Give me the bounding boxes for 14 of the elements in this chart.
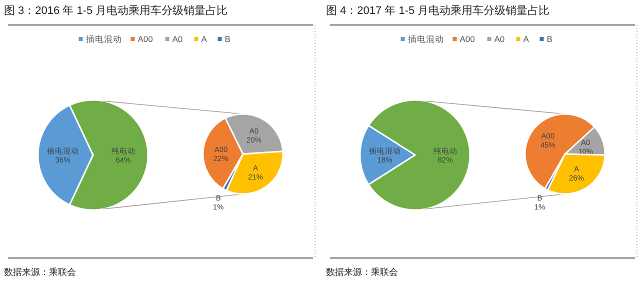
chart-title: 图 3：2016 年 1-5 月电动乘用车分级销量占比 [4, 4, 228, 17]
legend-label: A0 [172, 34, 183, 44]
legend-label: A00 [138, 34, 154, 44]
legend-label: A [201, 34, 208, 44]
legend-label: A00 [460, 34, 476, 44]
legend-label: A [523, 34, 530, 44]
source-note: 数据来源：乘联会 [326, 267, 398, 277]
legend-label: B [224, 34, 231, 44]
source-note: 数据来源：乘联会 [4, 267, 76, 277]
legend-label: 插电混动 [408, 34, 444, 44]
legend-label: B [546, 34, 553, 44]
chart-title: 图 4：2017 年 1-5 月电动乘用车分级销量占比 [326, 4, 550, 17]
legend-label: A0 [494, 34, 505, 44]
legend-label: 插电混动 [86, 34, 122, 44]
